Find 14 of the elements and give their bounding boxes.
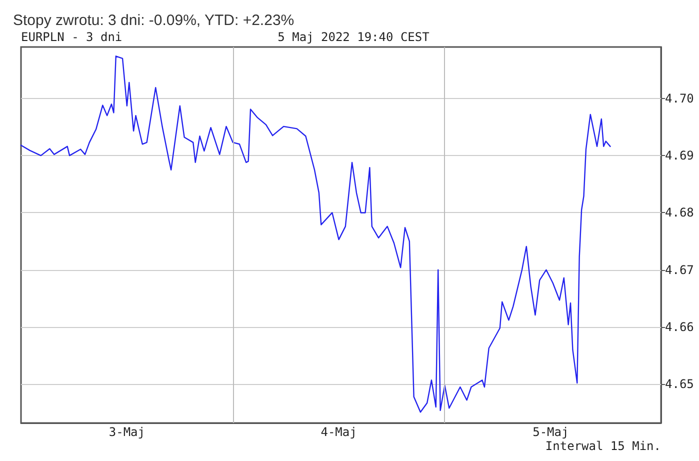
text: 5 Maj 2022 19:40 CEST <box>278 30 430 44</box>
y-tick-label: 4.67 <box>665 262 694 277</box>
text: Interwal 15 Min. <box>545 439 661 453</box>
y-tick-label: 4.65 <box>665 377 694 392</box>
x-tick-label: 3-Maj <box>108 425 145 439</box>
line-series <box>20 56 611 413</box>
y-tick-label: 4.66 <box>665 320 694 334</box>
chart-subtitle: EURPLN - 3 dni <box>21 30 122 44</box>
x-tick-label: 5-Maj <box>532 425 569 439</box>
y-tick-label: 4.70 <box>665 91 694 106</box>
y-tick-label: 4.68 <box>665 206 694 220</box>
y-tick-label: 4.69 <box>665 148 694 163</box>
x-tick-label: 4-Maj <box>320 425 357 439</box>
chart-title: Stopy zwrotu: 3 dni: -0.09%, YTD: +2.23% <box>13 12 294 29</box>
